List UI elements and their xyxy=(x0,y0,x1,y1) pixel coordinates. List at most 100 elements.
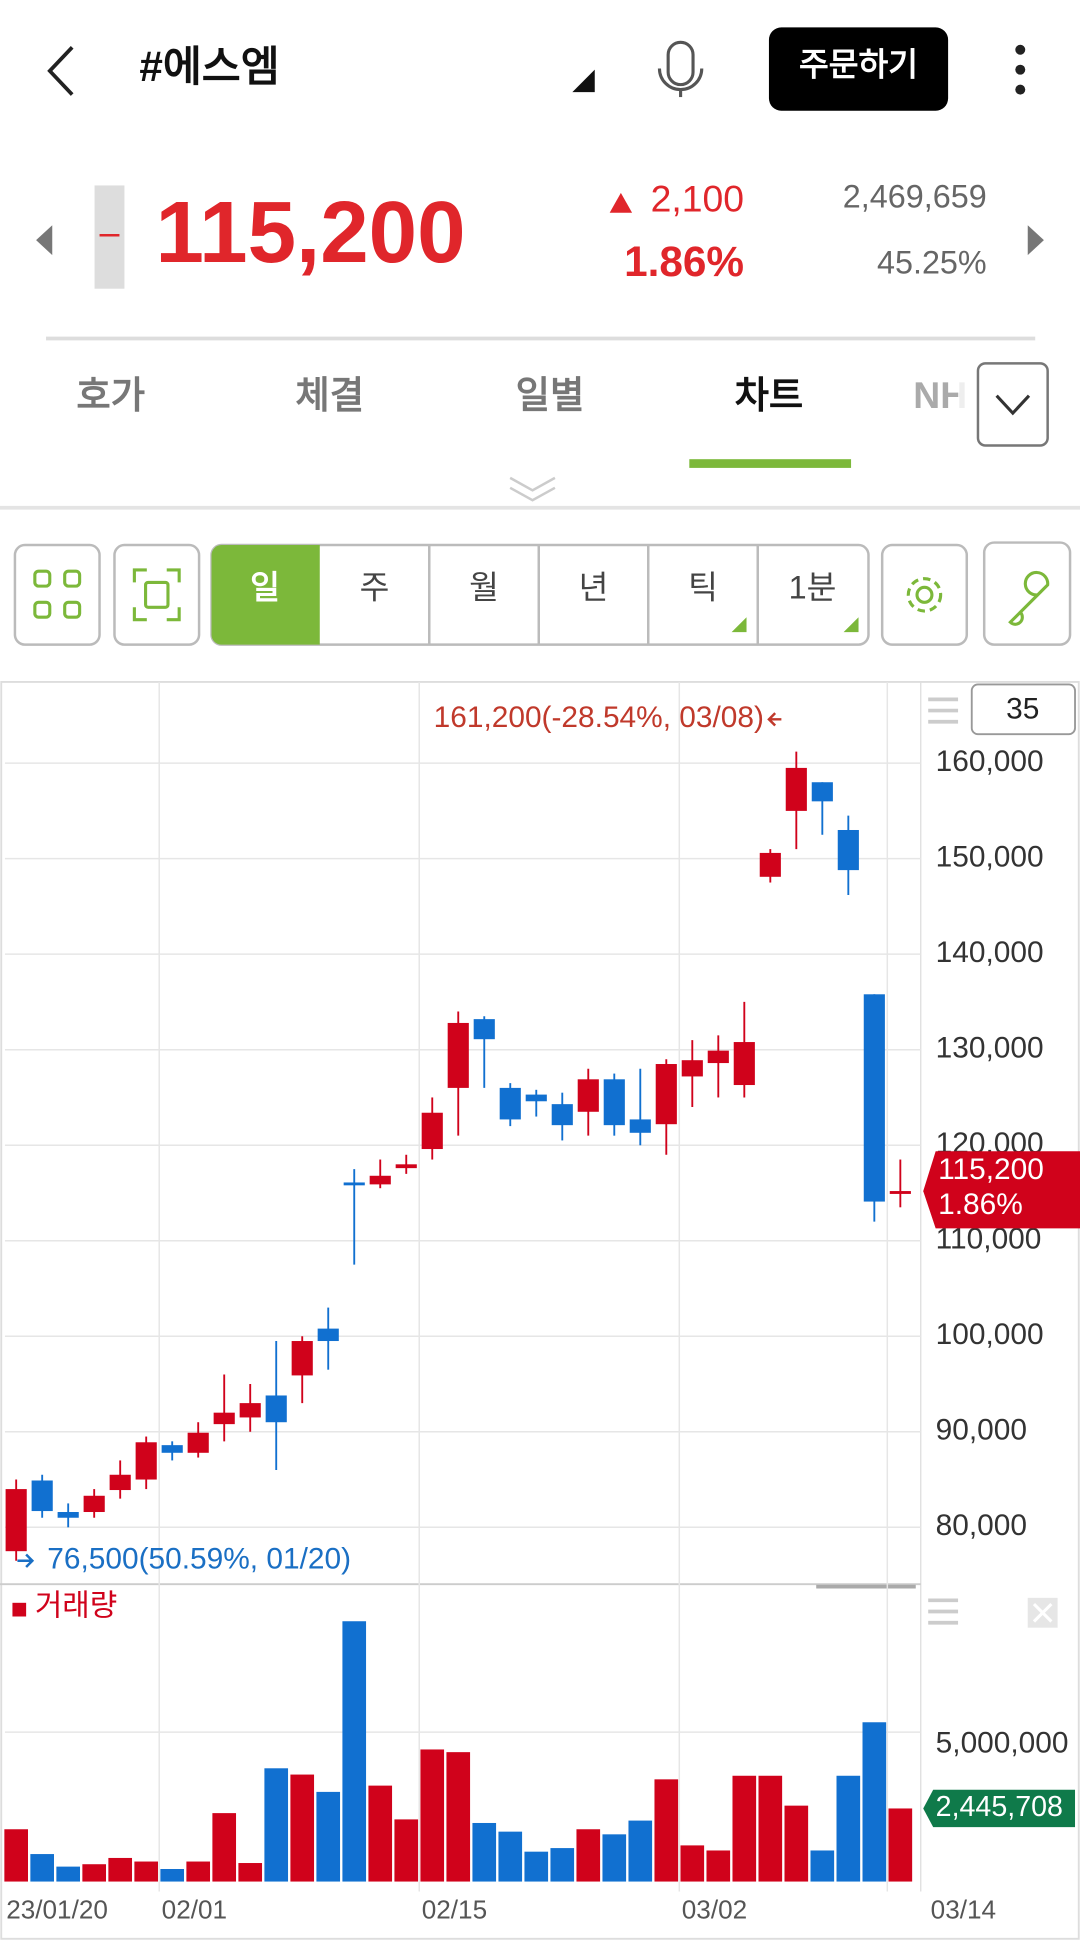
volume-tick-label: 5,000,000 xyxy=(936,1726,1069,1759)
order-button-label[interactable]: 주문하기 xyxy=(799,47,918,83)
fullscreen-icon xyxy=(132,568,181,622)
volume-bar xyxy=(30,1854,54,1882)
back-button[interactable] xyxy=(47,46,74,96)
x-tick-label: 23/01/20 xyxy=(6,1894,108,1924)
more-menu[interactable] xyxy=(1015,44,1026,95)
volume-bar xyxy=(238,1863,263,1882)
period-dividers xyxy=(428,545,759,645)
wrench-icon xyxy=(1008,570,1050,626)
submenu-mark xyxy=(731,617,747,633)
candle-body xyxy=(473,1019,495,1040)
volume-pane-menu[interactable] xyxy=(928,1598,959,1625)
volume-bar xyxy=(576,1829,601,1882)
tools-button[interactable] xyxy=(982,541,1072,646)
last-price-tag xyxy=(923,1151,1080,1229)
candle-body xyxy=(629,1119,651,1133)
settings-button[interactable] xyxy=(880,543,969,646)
period-button[interactable]: 1분 xyxy=(789,569,837,605)
tab-more-button[interactable] xyxy=(976,362,1049,447)
candle-body xyxy=(239,1403,261,1418)
candle-body xyxy=(109,1474,131,1491)
x-tick-label: 03/14 xyxy=(931,1894,996,1924)
prev-stock[interactable] xyxy=(36,225,53,256)
volume-bar xyxy=(446,1752,471,1882)
tab[interactable]: 체결 xyxy=(295,374,364,416)
volume-bar xyxy=(784,1805,809,1882)
period-button[interactable]: 일 xyxy=(250,569,280,605)
volume-bar xyxy=(420,1749,445,1882)
volume-bar xyxy=(602,1834,627,1882)
volume-bar xyxy=(524,1851,549,1882)
volume-bar xyxy=(368,1785,393,1882)
volume-bar xyxy=(706,1850,731,1882)
candle-body xyxy=(447,1022,469,1088)
y-tick-label: 80,000 xyxy=(936,1509,1027,1542)
volume-bar xyxy=(628,1820,653,1882)
candle-body xyxy=(187,1432,209,1453)
visible-count[interactable]: 35 xyxy=(1006,692,1039,725)
next-stock[interactable] xyxy=(1027,225,1044,256)
volume-bar xyxy=(212,1813,237,1882)
chevron xyxy=(995,394,1031,416)
period-button[interactable]: 월 xyxy=(469,569,499,605)
candle-body xyxy=(681,1060,703,1077)
candle-body xyxy=(785,767,807,811)
last-price-label: 115,200 xyxy=(938,1153,1044,1186)
volume-bar xyxy=(316,1791,341,1882)
volume-bar xyxy=(108,1857,133,1882)
candle-body xyxy=(707,1050,729,1064)
volume-bar xyxy=(550,1848,575,1882)
candle-body xyxy=(395,1164,417,1169)
candle-body xyxy=(213,1412,235,1425)
price-change: 2,100 xyxy=(651,177,744,219)
volume-close-button[interactable] xyxy=(1027,1597,1058,1628)
y-tick-label: 160,000 xyxy=(936,745,1044,778)
period-button[interactable]: 년 xyxy=(579,569,609,605)
volume-bar xyxy=(472,1822,497,1882)
y-tick-label: 90,000 xyxy=(936,1414,1027,1447)
volume-bar xyxy=(680,1845,705,1882)
candle-body xyxy=(577,1079,599,1112)
candle-body xyxy=(265,1395,287,1423)
visible-count-box[interactable] xyxy=(970,683,1076,736)
candle-body xyxy=(317,1328,339,1342)
candle-body xyxy=(369,1175,391,1185)
price-pane-menu[interactable] xyxy=(928,697,959,724)
low-arrow xyxy=(17,1553,35,1568)
volume-bar xyxy=(758,1775,783,1882)
dropdown-icon[interactable] xyxy=(572,69,595,93)
mic-button[interactable] xyxy=(657,40,704,98)
collapse-handle[interactable] xyxy=(509,476,556,502)
layout-button[interactable] xyxy=(13,543,101,646)
period-button[interactable]: 틱 xyxy=(688,569,718,605)
volume-bar xyxy=(836,1775,861,1882)
submenu-mark xyxy=(843,617,859,633)
period-button[interactable]: 주 xyxy=(360,569,390,605)
x-tick-label: 02/01 xyxy=(162,1894,227,1924)
y-tick-label: 130,000 xyxy=(936,1032,1044,1065)
order-button[interactable] xyxy=(768,27,949,111)
low-annotation: 76,500(50.59%, 01/20) xyxy=(47,1543,351,1576)
volume-bar xyxy=(394,1819,419,1882)
stock-title[interactable]: #에스엠 xyxy=(139,43,279,90)
volume-bar xyxy=(862,1722,887,1882)
tab[interactable]: 호가 xyxy=(76,374,145,416)
change-percent: 1.86% xyxy=(624,238,744,285)
volume-bar xyxy=(56,1866,81,1882)
fullscreen-button[interactable] xyxy=(113,543,201,646)
candle-body xyxy=(733,1042,755,1086)
x-tick-label: 02/15 xyxy=(422,1894,487,1924)
turnover-rate: 45.25% xyxy=(877,245,987,281)
chart-frame xyxy=(0,681,1080,1940)
last-volume-tag xyxy=(923,1789,1076,1828)
volume-bar xyxy=(732,1775,757,1882)
tab-active[interactable]: 차트 xyxy=(735,374,804,416)
candle-body xyxy=(5,1489,27,1552)
volume-bar xyxy=(134,1861,159,1882)
candle-body xyxy=(551,1104,573,1126)
volume-bar xyxy=(4,1829,28,1882)
tab[interactable]: 일별 xyxy=(516,374,585,416)
last-change-label: 1.86% xyxy=(938,1188,1023,1221)
